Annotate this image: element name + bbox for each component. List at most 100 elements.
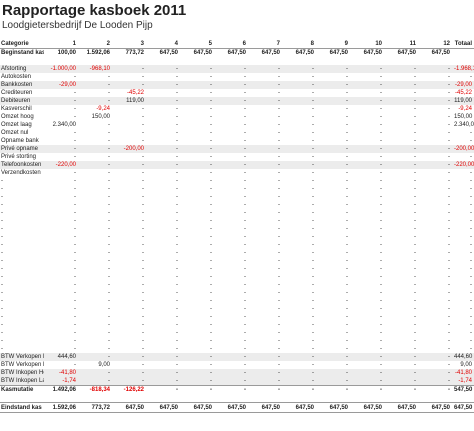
month-cell: - — [448, 130, 450, 136]
month-cell: - — [414, 250, 416, 256]
category-cell: Opname bank — [1, 138, 39, 144]
month-cell: - — [312, 74, 314, 80]
month-cell: - — [380, 90, 382, 96]
month-cell: - — [312, 194, 314, 200]
month-cell: - — [180, 97, 214, 105]
total-cell: -220,00 — [452, 161, 474, 169]
month-cell: - — [210, 194, 212, 200]
header-month-12: 12 — [418, 39, 452, 49]
month-cell: - — [78, 97, 112, 105]
total-cell: - — [470, 202, 472, 208]
month-cell: - — [278, 186, 280, 192]
month-cell: - — [384, 369, 418, 377]
month-cell: 647,50 — [329, 50, 348, 56]
month-cell: - — [380, 242, 382, 248]
month-cell: - — [282, 369, 316, 377]
category-cell: - — [1, 266, 3, 272]
month-cell: - — [346, 282, 348, 288]
month-cell: - — [346, 242, 348, 248]
total-cell: 9,00 — [460, 362, 472, 368]
month-cell: 150,00 — [91, 114, 110, 120]
month-cell: - — [176, 282, 178, 288]
table-row: -------------- — [0, 273, 474, 281]
month-cell: - — [282, 65, 316, 73]
category-cell: Omzet laag — [1, 122, 32, 128]
category-cell: - — [1, 322, 3, 328]
month-cell: - — [108, 298, 110, 304]
total-cell: 647,50 — [452, 402, 474, 413]
month-cell: - — [108, 290, 110, 296]
total-cell — [452, 394, 474, 403]
month-cell: - — [142, 266, 144, 272]
month-cell: - — [414, 122, 416, 128]
month-cell: - — [176, 74, 178, 80]
month-cell: - — [176, 234, 178, 240]
month-cell: - — [74, 290, 76, 296]
month-cell: - — [312, 90, 314, 96]
month-cell: - — [312, 250, 314, 256]
month-cell: - — [108, 186, 110, 192]
month-cell: 647,50 — [112, 402, 146, 413]
month-cell: - — [108, 266, 110, 272]
month-cell: - — [350, 81, 384, 89]
month-cell: - — [346, 90, 348, 96]
month-cell: - — [210, 178, 212, 184]
month-cell: - — [312, 338, 314, 344]
month-cell: - — [346, 322, 348, 328]
month-cell — [384, 57, 418, 65]
month-cell: - — [210, 218, 212, 224]
month-cell: - — [108, 154, 110, 160]
month-cell: - — [350, 377, 384, 386]
spacer-row — [0, 394, 474, 403]
month-cell: - — [112, 81, 146, 89]
header-month-6: 6 — [214, 39, 248, 49]
month-cell: - — [244, 178, 246, 184]
total-cell: -200,00 — [452, 145, 474, 153]
month-cell: - — [414, 154, 416, 160]
month-cell: - — [146, 377, 180, 386]
month-cell: - — [210, 122, 212, 128]
month-cell: - — [244, 234, 246, 240]
month-cell: - — [380, 106, 382, 112]
total-cell: - — [470, 298, 472, 304]
month-cell: - — [248, 353, 282, 361]
month-cell: - — [176, 362, 178, 368]
month-cell: - — [278, 346, 280, 352]
month-cell: - — [214, 369, 248, 377]
month-cell — [384, 394, 418, 403]
month-cell: - — [74, 234, 76, 240]
month-cell: - — [214, 97, 248, 105]
month-cell: - — [448, 194, 450, 200]
month-cell: - — [380, 74, 382, 80]
month-cell: - — [108, 282, 110, 288]
month-cell: - — [346, 234, 348, 240]
total-cell: - — [470, 258, 472, 264]
month-cell: - — [346, 122, 348, 128]
month-cell: - — [74, 90, 76, 96]
table-row: BTW Verkopen Laag - 9,00 - - - - - - - - - - 9,00 — [0, 361, 474, 369]
month-cell: - — [108, 242, 110, 248]
month-cell: - — [282, 81, 316, 89]
month-cell: 647,50 — [193, 50, 212, 56]
month-cell: - — [176, 218, 178, 224]
spacer-row — [0, 57, 474, 65]
month-cell: - — [180, 369, 214, 377]
table-row: -------------- — [0, 265, 474, 273]
month-cell: - — [278, 330, 280, 336]
month-cell: 647,50 — [397, 50, 416, 56]
month-cell: - — [176, 290, 178, 296]
month-cell: - — [74, 130, 76, 136]
category-cell: BTW Inkopen Hoog — [0, 369, 44, 377]
month-cell: - — [380, 306, 382, 312]
page-subtitle: Loodgietersbedrijf De Looden Pijp — [2, 20, 153, 31]
month-cell: - — [74, 362, 76, 368]
month-cell — [214, 394, 248, 403]
category-cell: - — [1, 234, 3, 240]
month-cell: - — [176, 322, 178, 328]
month-cell: - — [448, 202, 450, 208]
month-cell: - — [380, 210, 382, 216]
month-cell: - — [278, 194, 280, 200]
month-cell: 100,00 — [57, 50, 76, 56]
table-row: Verzendkosten - - - - - - - - - - - - - — [0, 169, 474, 177]
